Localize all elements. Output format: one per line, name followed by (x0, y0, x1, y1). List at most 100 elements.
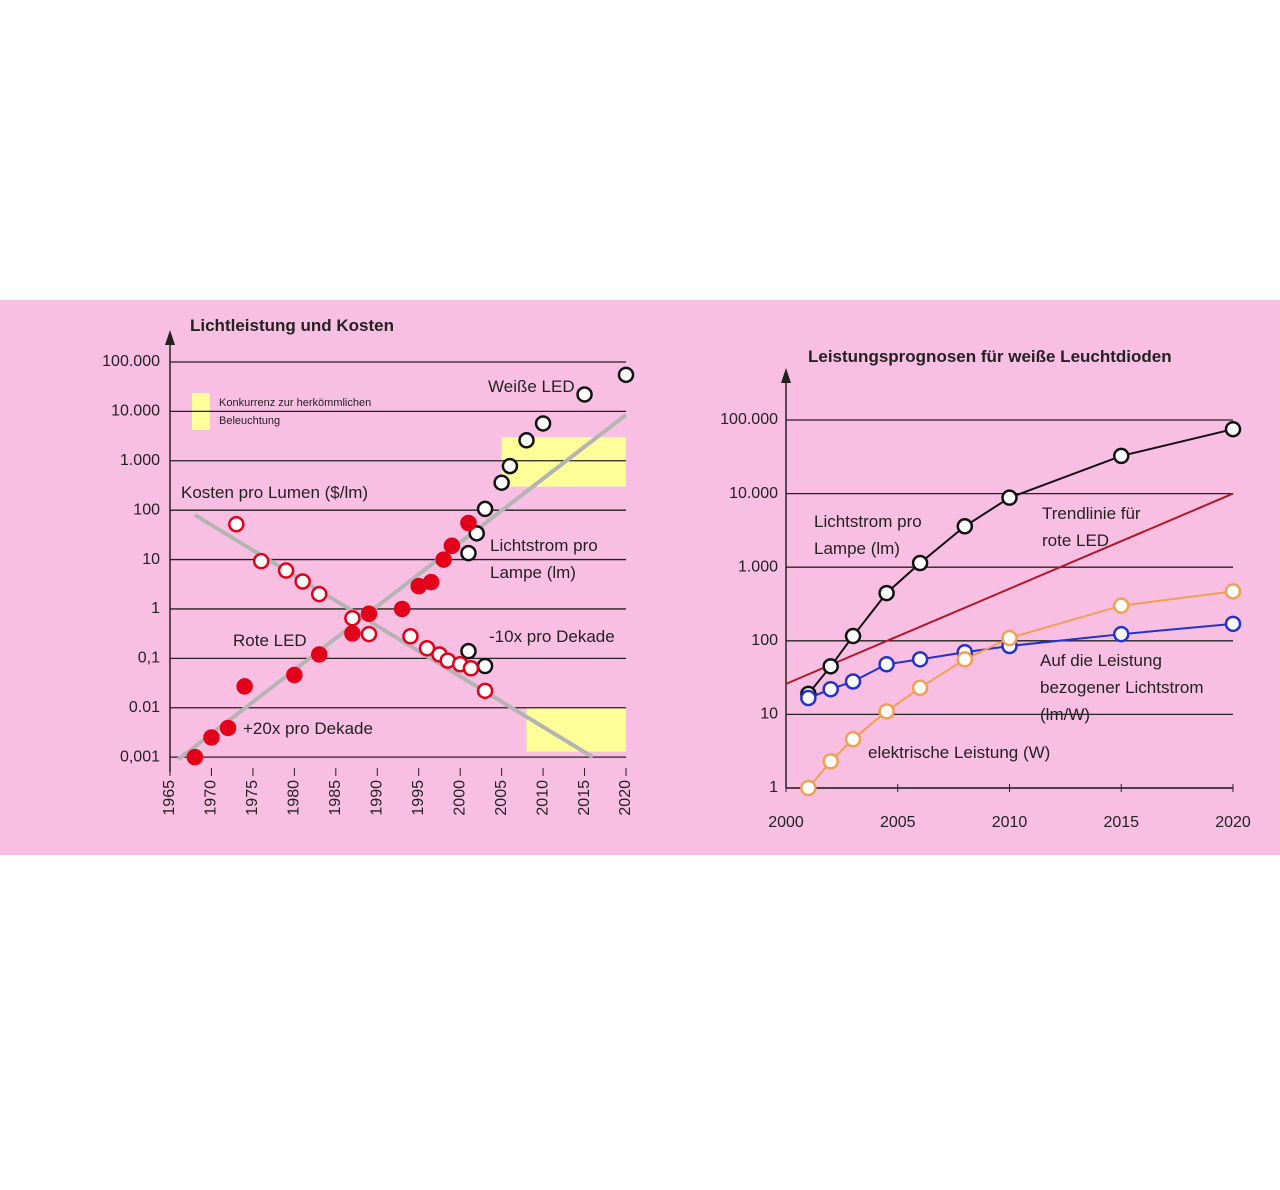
data-point (310, 585, 328, 603)
x-tick-label: 2005 (880, 814, 916, 831)
data-point (493, 474, 510, 491)
data-point (1224, 583, 1242, 600)
y-tick-label: 100 (133, 501, 160, 518)
data-point (956, 651, 974, 668)
data-point (617, 366, 635, 384)
data-point (800, 779, 817, 797)
data-point (252, 552, 270, 570)
x-tick-label: 2005 (493, 780, 510, 816)
series-label: Kosten pro Lumen ($/lm) (181, 483, 369, 502)
data-point (344, 609, 361, 627)
x-tick-label: 2015 (576, 780, 593, 816)
series-label: Rote LED (233, 631, 307, 650)
x-tick-label: 1975 (244, 780, 261, 816)
data-point (878, 656, 895, 673)
y-tick-label: 10.000 (111, 403, 160, 420)
y-tick-label: 1 (151, 600, 160, 617)
series-line (785, 492, 1234, 685)
y-tick-label: 10 (142, 551, 160, 568)
data-point (1113, 625, 1130, 643)
data-point (460, 544, 477, 562)
data-point (393, 600, 411, 618)
data-point (476, 682, 494, 700)
data-point (911, 651, 929, 668)
data-point (468, 525, 486, 542)
axis-arrow (165, 330, 175, 345)
data-point (518, 432, 535, 449)
data-point (1224, 420, 1242, 438)
data-point (1001, 489, 1018, 506)
data-point (822, 753, 839, 770)
series-label: +20x pro Dekade (243, 719, 373, 738)
x-tick-label: 1995 (410, 780, 427, 816)
y-tick-label: 0,1 (138, 650, 160, 667)
data-point (878, 703, 895, 720)
data-point (460, 642, 477, 660)
x-tick-label: 1985 (327, 780, 344, 816)
data-point (844, 730, 862, 748)
data-point (228, 515, 245, 533)
region-label: Konkurrenz zur herkömmlichen Beleuchtung (219, 397, 372, 427)
chart-title: Leistungsprognosen für weiße Leuchtdiode… (808, 347, 1172, 366)
data-point (360, 625, 378, 643)
y-tick-label: 100 (751, 632, 778, 649)
series-label: Lichtstrom pro Lampe (lm) (814, 512, 922, 558)
y-tick-label: 1 (769, 779, 778, 796)
y-tick-label: 0,001 (120, 748, 160, 765)
y-tick-label: 0.01 (129, 699, 160, 716)
x-tick-label: 2020 (617, 780, 634, 816)
data-point (462, 660, 480, 677)
y-tick-label: 1.000 (738, 558, 778, 575)
data-point (501, 457, 519, 475)
chart-title: Lichtleistung und Kosten (190, 316, 394, 335)
annotation: Lichtstrom pro Lampe (lm) (490, 536, 598, 582)
data-point (422, 573, 440, 591)
series-label: Weiße LED (488, 377, 575, 396)
data-point (186, 748, 204, 766)
data-point (1224, 615, 1242, 633)
series-label: Auf die Leistung bezogener Lichtstrom (l… (1040, 651, 1204, 724)
data-point (956, 518, 974, 535)
x-tick-label: 1965 (161, 780, 178, 816)
x-tick-label: 2015 (1103, 814, 1139, 831)
data-point (822, 680, 839, 698)
data-point (1113, 447, 1130, 465)
data-point (294, 573, 311, 590)
series-label: -10x pro Dekade (489, 627, 615, 646)
x-tick-label: 2020 (1215, 814, 1251, 831)
axis-arrow (781, 368, 791, 383)
data-point (911, 679, 929, 697)
data-point (360, 605, 378, 622)
background-band (0, 300, 1280, 855)
data-point (911, 554, 929, 572)
data-point (476, 657, 494, 675)
data-point (402, 628, 419, 645)
data-point (443, 537, 461, 555)
data-point (277, 562, 295, 579)
x-tick-label: 2000 (768, 814, 804, 831)
x-tick-label: 1980 (286, 780, 303, 816)
data-point (219, 719, 237, 737)
data-point (844, 673, 862, 690)
data-point (460, 514, 477, 532)
x-tick-label: 1970 (203, 780, 220, 816)
data-point (203, 729, 220, 746)
series-label: Trendlinie für rote LED (1042, 504, 1141, 550)
data-point (1113, 597, 1130, 614)
data-point (534, 415, 552, 432)
data-point (822, 658, 839, 675)
data-point (878, 584, 895, 602)
data-point (286, 666, 303, 684)
x-tick-label: 2010 (992, 814, 1028, 831)
y-tick-label: 10.000 (729, 485, 778, 502)
data-point (576, 386, 593, 403)
data-point (1001, 629, 1018, 647)
data-point (236, 678, 253, 695)
y-tick-label: 100.000 (102, 353, 160, 370)
x-tick-label: 1990 (368, 780, 385, 816)
data-point (435, 551, 452, 568)
data-point (344, 625, 361, 642)
series-label: elektrische Leistung (W) (868, 743, 1051, 762)
